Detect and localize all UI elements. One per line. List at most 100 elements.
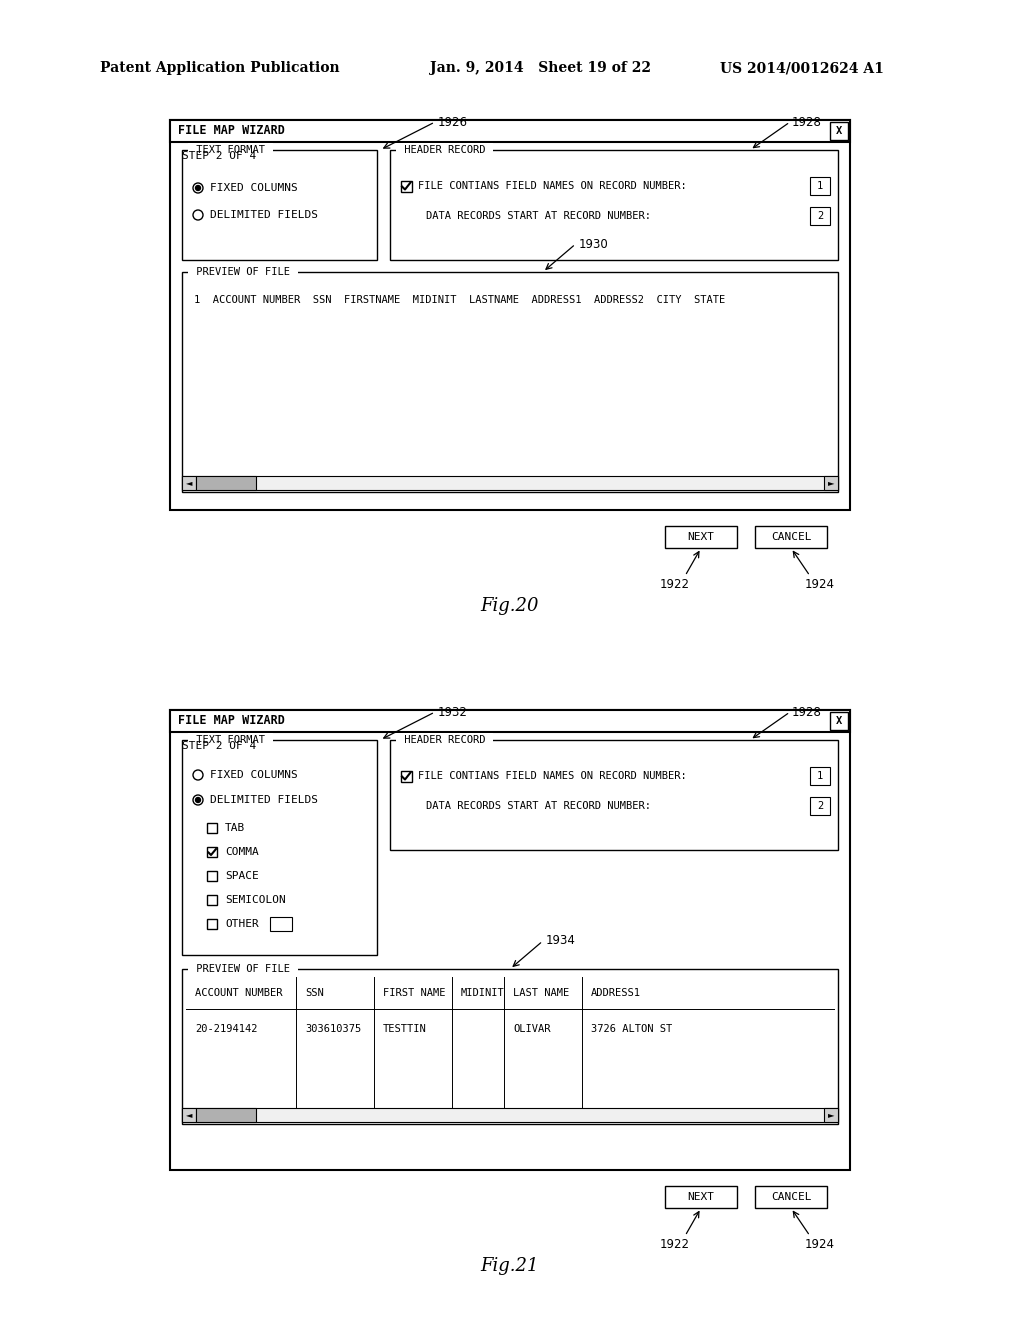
Bar — [182, 150, 377, 260]
Text: PREVIEW OF FILE: PREVIEW OF FILE — [190, 267, 296, 277]
Bar — [196, 1107, 256, 1122]
Text: 1926: 1926 — [438, 116, 468, 128]
Bar — [182, 1107, 838, 1122]
Text: 1932: 1932 — [438, 705, 468, 718]
Text: CANCEL: CANCEL — [771, 532, 811, 543]
Text: FILE CONTIANS FIELD NAMES ON RECORD NUMBER:: FILE CONTIANS FIELD NAMES ON RECORD NUMB… — [418, 181, 687, 191]
Text: ►: ► — [827, 1110, 835, 1119]
Text: 1922: 1922 — [660, 578, 690, 590]
Text: NEXT: NEXT — [687, 532, 715, 543]
Bar — [400, 771, 412, 781]
Text: Jan. 9, 2014   Sheet 19 of 22: Jan. 9, 2014 Sheet 19 of 22 — [430, 61, 651, 75]
Bar — [400, 181, 412, 191]
Text: TEXT FORMAT: TEXT FORMAT — [190, 735, 271, 744]
Bar — [270, 917, 292, 931]
Bar — [207, 871, 217, 880]
Text: FIXED COLUMNS: FIXED COLUMNS — [210, 183, 298, 193]
Text: 1928: 1928 — [792, 116, 822, 128]
Bar — [170, 710, 850, 733]
Bar — [755, 525, 827, 548]
Bar — [196, 477, 256, 490]
Bar — [207, 822, 217, 833]
Bar — [810, 767, 830, 785]
Text: 1934: 1934 — [546, 935, 575, 948]
Bar — [390, 741, 838, 850]
Text: PREVIEW OF FILE: PREVIEW OF FILE — [190, 964, 296, 974]
Bar — [182, 477, 838, 490]
Text: 1: 1 — [817, 181, 823, 191]
Text: 1924: 1924 — [805, 578, 835, 590]
Circle shape — [196, 186, 201, 190]
Text: TESTTIN: TESTTIN — [383, 1024, 427, 1034]
Text: FILE MAP WIZARD: FILE MAP WIZARD — [178, 124, 285, 137]
Bar — [207, 847, 217, 857]
Text: CANCEL: CANCEL — [771, 1192, 811, 1203]
Text: ACCOUNT NUMBER: ACCOUNT NUMBER — [195, 987, 283, 998]
Text: SEMICOLON: SEMICOLON — [225, 895, 286, 906]
Bar — [830, 711, 848, 730]
Text: 2: 2 — [817, 801, 823, 810]
Bar — [390, 150, 838, 260]
Bar — [824, 477, 838, 490]
Bar — [207, 919, 217, 929]
Text: 1930: 1930 — [579, 238, 608, 251]
Text: 3726 ALTON ST: 3726 ALTON ST — [591, 1024, 672, 1034]
Text: DELIMITED FIELDS: DELIMITED FIELDS — [210, 210, 318, 220]
Text: LAST NAME: LAST NAME — [513, 987, 569, 998]
Bar — [170, 710, 850, 1170]
Text: Patent Application Publication: Patent Application Publication — [100, 61, 340, 75]
Text: DATA RECORDS START AT RECORD NUMBER:: DATA RECORDS START AT RECORD NUMBER: — [426, 801, 651, 810]
Text: 1924: 1924 — [805, 1238, 835, 1250]
Bar — [810, 177, 830, 195]
Text: 20-2194142: 20-2194142 — [195, 1024, 257, 1034]
Bar — [170, 120, 850, 143]
Text: SSN: SSN — [305, 987, 324, 998]
Text: 2: 2 — [817, 211, 823, 220]
Text: TAB: TAB — [225, 822, 246, 833]
Text: OLIVAR: OLIVAR — [513, 1024, 551, 1034]
Bar — [182, 741, 377, 954]
Text: ◄: ◄ — [185, 1110, 193, 1119]
Text: 1: 1 — [817, 771, 823, 781]
Text: ►: ► — [827, 479, 835, 487]
Bar — [170, 120, 850, 510]
Text: ◄: ◄ — [185, 479, 193, 487]
Text: ADDRESS1: ADDRESS1 — [591, 987, 641, 998]
Text: Fig.21: Fig.21 — [480, 1257, 540, 1275]
Text: TEXT FORMAT: TEXT FORMAT — [190, 145, 271, 154]
Bar — [207, 895, 217, 906]
Bar — [182, 969, 838, 1125]
Text: FILE MAP WIZARD: FILE MAP WIZARD — [178, 714, 285, 727]
Text: US 2014/0012624 A1: US 2014/0012624 A1 — [720, 61, 884, 75]
Text: NEXT: NEXT — [687, 1192, 715, 1203]
Text: Fig.20: Fig.20 — [480, 597, 540, 615]
Bar — [665, 1185, 737, 1208]
Text: DELIMITED FIELDS: DELIMITED FIELDS — [210, 795, 318, 805]
Text: COMMA: COMMA — [225, 847, 259, 857]
Text: FIRST NAME: FIRST NAME — [383, 987, 445, 998]
Text: X: X — [836, 125, 842, 136]
Text: STEP 2 OF 4: STEP 2 OF 4 — [182, 741, 256, 751]
Bar — [665, 525, 737, 548]
Bar — [830, 121, 848, 140]
Bar — [810, 207, 830, 224]
Bar — [182, 477, 196, 490]
Text: FIXED COLUMNS: FIXED COLUMNS — [210, 770, 298, 780]
Text: X: X — [836, 715, 842, 726]
Text: 1922: 1922 — [660, 1238, 690, 1250]
Bar — [755, 1185, 827, 1208]
Text: SPACE: SPACE — [225, 871, 259, 880]
Circle shape — [196, 797, 201, 803]
Bar — [824, 1107, 838, 1122]
Bar — [810, 797, 830, 814]
Bar — [182, 1107, 196, 1122]
Text: 1  ACCOUNT NUMBER  SSN  FIRSTNAME  MIDINIT  LASTNAME  ADDRESS1  ADDRESS2  CITY  : 1 ACCOUNT NUMBER SSN FIRSTNAME MIDINIT L… — [194, 294, 725, 305]
Text: HEADER RECORD: HEADER RECORD — [398, 145, 492, 154]
Text: DATA RECORDS START AT RECORD NUMBER:: DATA RECORDS START AT RECORD NUMBER: — [426, 211, 651, 220]
Text: MIDINIT: MIDINIT — [461, 987, 505, 998]
Text: 1928: 1928 — [792, 705, 822, 718]
Bar — [182, 272, 838, 492]
Text: OTHER: OTHER — [225, 919, 259, 929]
Text: 303610375: 303610375 — [305, 1024, 361, 1034]
Text: STEP 2 OF 4: STEP 2 OF 4 — [182, 150, 256, 161]
